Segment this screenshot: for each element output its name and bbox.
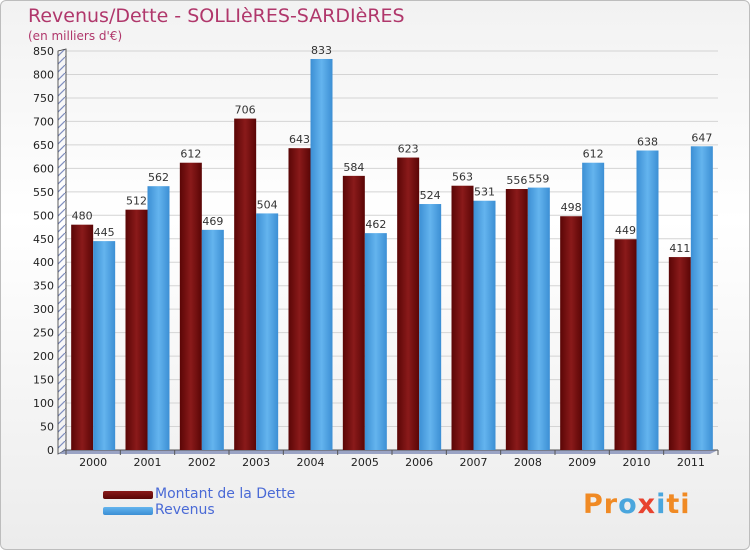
bar-dette xyxy=(668,257,691,450)
x-axis-floor xyxy=(58,450,718,454)
y-tick-label: 50 xyxy=(40,421,54,434)
bar-dette xyxy=(505,189,528,450)
bar-dette xyxy=(125,209,148,450)
bar-revenus xyxy=(636,150,659,450)
data-label-dette: 498 xyxy=(561,201,582,214)
y-tick-label: 500 xyxy=(33,209,54,222)
data-label-dette: 512 xyxy=(126,195,147,208)
y-tick-label: 550 xyxy=(33,186,54,199)
y-tick-label: 600 xyxy=(33,162,54,175)
data-label-dette: 643 xyxy=(289,133,310,146)
bar-dette xyxy=(234,118,257,451)
x-tick-label: 2001 xyxy=(134,456,162,469)
data-label-dette: 612 xyxy=(180,148,201,161)
y-tick-label: 150 xyxy=(33,374,54,387)
legend-label-dette: Montant de la Dette xyxy=(155,486,296,502)
data-label-revenus: 504 xyxy=(257,198,278,211)
y-tick-label: 0 xyxy=(47,444,54,457)
bar-revenus xyxy=(201,229,224,450)
y-tick-labels: 0 50 100 150 200 250 300 350 400 450 500 550 600 650 7… xyxy=(33,45,54,457)
data-label-revenus: 559 xyxy=(528,173,549,186)
x-tick-label: 2003 xyxy=(242,456,270,469)
y-tick-label: 800 xyxy=(33,68,54,81)
data-label-revenus: 562 xyxy=(148,171,169,184)
bar-revenus xyxy=(582,162,605,450)
x-tick-label: 2005 xyxy=(351,456,379,469)
bar-revenus xyxy=(690,146,713,450)
data-label-dette: 706 xyxy=(235,104,256,117)
bar-revenus xyxy=(93,241,116,450)
legend-swatch-dette xyxy=(103,491,153,499)
y-tick-label: 750 xyxy=(33,92,54,105)
data-label-dette: 480 xyxy=(72,210,93,223)
data-label-dette: 623 xyxy=(398,143,419,156)
y-tick-label: 100 xyxy=(33,397,54,410)
bar-revenus xyxy=(147,186,170,450)
y-tick-label: 850 xyxy=(33,45,54,58)
bar-dette xyxy=(288,148,311,451)
bar-dette xyxy=(614,239,637,450)
x-tick-label: 2002 xyxy=(188,456,216,469)
y-tick-label: 400 xyxy=(33,256,54,269)
data-label-revenus: 524 xyxy=(420,189,441,202)
legend-label-revenus: Revenus xyxy=(155,502,215,518)
x-tick-label: 2010 xyxy=(623,456,651,469)
bar-revenus xyxy=(364,233,387,450)
x-tick-label: 2009 xyxy=(568,456,596,469)
data-label-revenus: 462 xyxy=(365,218,386,231)
y-tick-label: 300 xyxy=(33,303,54,316)
bars xyxy=(71,58,713,451)
data-label-revenus: 833 xyxy=(311,44,332,57)
bar-revenus xyxy=(473,200,496,450)
bar-dette xyxy=(342,175,365,450)
x-tick-label: 2000 xyxy=(79,456,107,469)
data-label-dette: 411 xyxy=(669,242,690,255)
bar-dette xyxy=(397,157,420,451)
bar-revenus xyxy=(310,58,333,450)
x-tick-label: 2008 xyxy=(514,456,542,469)
proxiti-logo: Proxiti xyxy=(583,489,691,520)
y-tick-label: 200 xyxy=(33,350,54,363)
data-label-revenus: 638 xyxy=(637,136,658,149)
chart-subtitle: (en milliers d'€) xyxy=(28,29,123,43)
y-tick-label: 700 xyxy=(33,115,54,128)
data-label-dette: 584 xyxy=(343,161,364,174)
y-tick-label: 650 xyxy=(33,139,54,152)
y-tick-label: 350 xyxy=(33,280,54,293)
data-label-revenus: 612 xyxy=(583,148,604,161)
bar-revenus xyxy=(527,187,550,450)
x-tick-label: 2006 xyxy=(405,456,433,469)
chart-title: Revenus/Dette - SOLLIèRES-SARDIèRES xyxy=(28,5,405,27)
data-label-revenus: 531 xyxy=(474,186,495,199)
y-axis-wall xyxy=(57,48,67,455)
data-label-dette: 449 xyxy=(615,224,636,237)
y-tick-label: 250 xyxy=(33,327,54,340)
x-tick-label: 2007 xyxy=(460,456,488,469)
bar-dette xyxy=(71,224,94,450)
bar-revenus xyxy=(419,204,442,450)
x-tick-labels: 2000 2001 2002 2003 2004 2005 2006 2007 2008 2009… xyxy=(65,450,719,469)
x-tick-label: 2011 xyxy=(677,456,705,469)
bar-dette xyxy=(179,162,202,450)
bar-revenus xyxy=(256,213,279,450)
x-tick-label: 2004 xyxy=(297,456,325,469)
bar-dette xyxy=(560,216,583,450)
bar-dette xyxy=(451,185,474,450)
data-label-revenus: 469 xyxy=(202,215,223,228)
data-label-dette: 556 xyxy=(506,174,527,187)
legend-swatch-revenus xyxy=(103,507,153,515)
grid-lines xyxy=(65,49,718,451)
data-label-dette: 563 xyxy=(452,171,473,184)
y-tick-label: 450 xyxy=(33,233,54,246)
data-label-revenus: 445 xyxy=(94,226,115,239)
data-label-revenus: 647 xyxy=(691,131,712,144)
